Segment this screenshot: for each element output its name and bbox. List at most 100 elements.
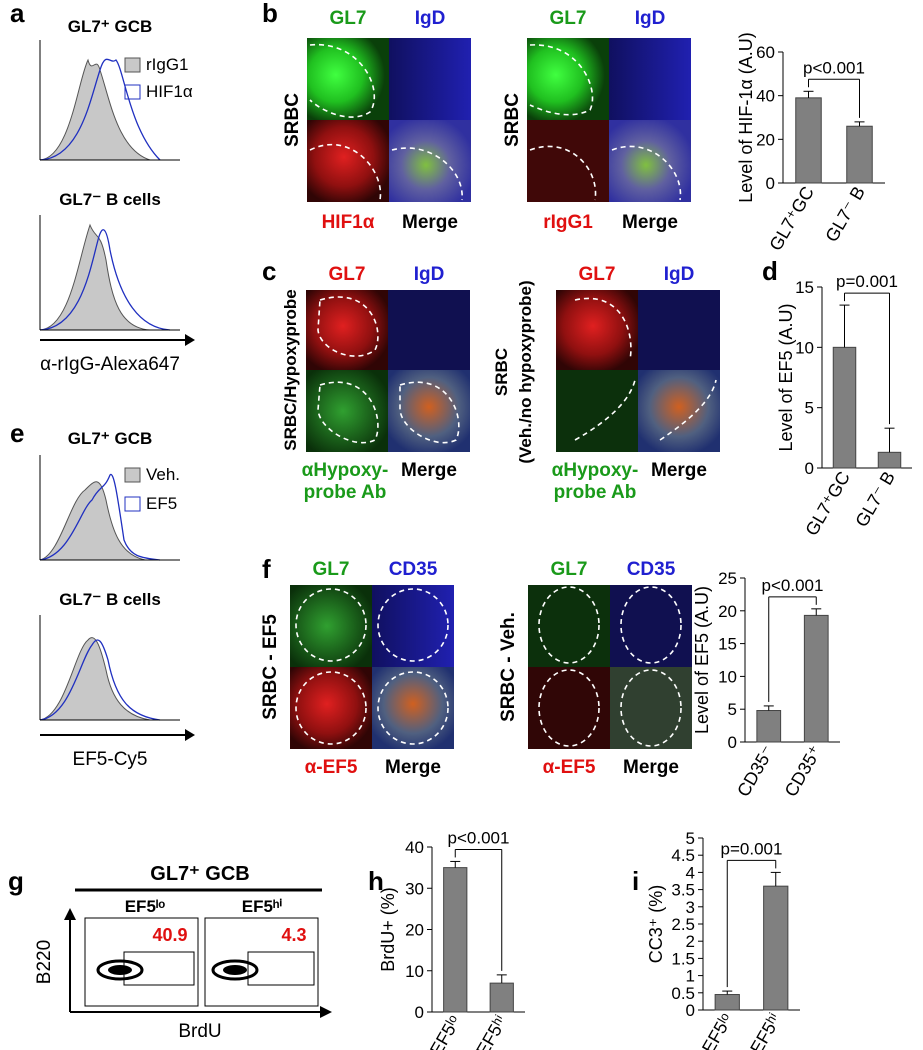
y-axis-label: CC3⁺ (%) — [646, 885, 666, 964]
panel-letter: b — [262, 0, 278, 28]
y-tick-label: 5 — [805, 399, 814, 418]
y-tick-label: 4.5 — [671, 846, 695, 865]
x-tick-label: GL7⁺GC — [801, 468, 854, 539]
y-tick-label: 5 — [686, 829, 695, 848]
histogram — [39, 455, 180, 561]
y-axis-label: Level of EF5 (A.U) — [692, 586, 712, 734]
channel-label: Merge — [401, 460, 457, 481]
y-tick-label: 30 — [405, 879, 424, 898]
row-label: SRBC — [502, 93, 523, 147]
panel-letter: e — [10, 418, 24, 448]
x-tick-label: EF5ʰⁱ — [746, 1010, 785, 1050]
histogram — [39, 215, 195, 346]
channel-label: IgD — [664, 264, 695, 285]
bar — [846, 125, 873, 184]
x-tick-label: EF5ˡᵒ — [426, 1012, 465, 1050]
y-axis-label: Level of EF5 (A.U) — [776, 303, 796, 451]
bar — [832, 346, 857, 469]
row-label: SRBC - Veh. — [498, 612, 519, 722]
channel-label: GL7 — [551, 559, 588, 580]
y-tick-label: 10 — [795, 338, 814, 357]
y-tick-label: 40 — [405, 838, 424, 857]
histogram — [39, 40, 180, 161]
panel-letter: c — [262, 256, 276, 286]
channel-label: IgD — [415, 8, 446, 29]
axis-label: B220 — [34, 940, 55, 984]
bar — [714, 994, 740, 1011]
legend-label: rIgG1 — [146, 55, 189, 74]
bar — [795, 97, 822, 184]
row-label: SRBC — [492, 348, 511, 396]
histogram-title: GL7⁺ GCB — [68, 17, 153, 36]
y-tick-label: 2.5 — [671, 915, 695, 934]
legend-label: EF5 — [146, 494, 177, 513]
channel-label: αHypoxy- — [302, 460, 389, 481]
y-tick-label: 0 — [805, 459, 814, 478]
channel-label: probe Ab — [304, 482, 387, 503]
x-tick-label: CD35⁺ — [781, 742, 826, 800]
channel-label: Merge — [622, 212, 678, 233]
channel-label: α-EF5 — [543, 757, 596, 778]
channel-label: Merge — [651, 460, 707, 481]
x-tick-label: CD35⁻ — [733, 742, 778, 800]
flow-plot — [64, 908, 332, 1018]
row-label: SRBC - EF5 — [260, 614, 281, 720]
y-axis-label: Level of HIF-1α (A.U) — [736, 32, 756, 202]
y-tick-label: 15 — [795, 278, 814, 297]
channel-label: αHypoxy- — [552, 460, 639, 481]
flow-title: GL7⁺ GCB — [150, 863, 249, 885]
x-tick-label: GL7⁺GC — [765, 183, 818, 254]
channel-label: GL7 — [330, 8, 367, 29]
p-value: p=0.001 — [836, 272, 898, 291]
histogram-title: GL7⁻ B cells — [59, 190, 161, 209]
y-tick-label: 15 — [718, 635, 737, 654]
panel-letter: f — [262, 554, 271, 584]
y-tick-label: 5 — [728, 700, 737, 719]
p-value: p<0.001 — [803, 58, 865, 77]
y-tick-label: 2 — [686, 932, 695, 951]
channel-label: CD35 — [389, 559, 438, 580]
y-tick-label: 40 — [756, 87, 775, 106]
panel-letter: d — [762, 256, 778, 286]
row-label: SRBC/Hypoxyprobe — [281, 289, 300, 451]
channel-label: GL7 — [550, 8, 587, 29]
bar — [443, 867, 468, 1013]
channel-label: rIgG1 — [543, 212, 593, 233]
p-value: p<0.001 — [448, 828, 510, 847]
y-tick-label: 1.5 — [671, 949, 695, 968]
panel-letter: g — [8, 866, 24, 896]
panel-letter: h — [368, 866, 384, 896]
channel-label: GL7 — [329, 264, 366, 285]
y-axis-label: BrdU+ (%) — [378, 887, 398, 972]
legend-label: HIF1α — [146, 82, 193, 101]
channel-label: Merge — [402, 212, 458, 233]
micrograph — [290, 585, 692, 749]
x-tick-label: GL7⁻ B — [851, 468, 899, 530]
y-tick-label: 0 — [728, 733, 737, 752]
channel-label: probe Ab — [554, 482, 637, 503]
y-tick-label: 25 — [718, 569, 737, 588]
x-tick-label: EF5ˡᵒ — [698, 1010, 737, 1050]
channel-label: CD35 — [627, 559, 676, 580]
flow-group: EF5ˡᵒ — [125, 897, 166, 916]
bar — [489, 982, 514, 1013]
y-tick-label: 0 — [766, 174, 775, 193]
y-tick-label: 10 — [405, 962, 424, 981]
histogram-title: GL7⁺ GCB — [68, 429, 153, 448]
bar — [803, 614, 829, 743]
row-label: (Veh./no hypoxyprobe) — [516, 280, 535, 463]
channel-label: Merge — [385, 757, 441, 778]
channel-label: α-EF5 — [305, 757, 358, 778]
histogram-title: GL7⁻ B cells — [59, 590, 161, 609]
gate-value: 40.9 — [152, 925, 187, 945]
axis-label: BrdU — [178, 1021, 221, 1042]
y-tick-label: 3.5 — [671, 881, 695, 900]
axis-label: EF5-Cy5 — [73, 749, 148, 770]
bar — [756, 710, 782, 743]
channel-label: HIF1α — [322, 212, 375, 233]
x-tick-label: GL7⁻ B — [821, 183, 869, 245]
p-value: p=0.001 — [721, 839, 783, 858]
x-tick-label: EF5ʰⁱ — [472, 1012, 511, 1050]
y-tick-label: 1 — [686, 967, 695, 986]
